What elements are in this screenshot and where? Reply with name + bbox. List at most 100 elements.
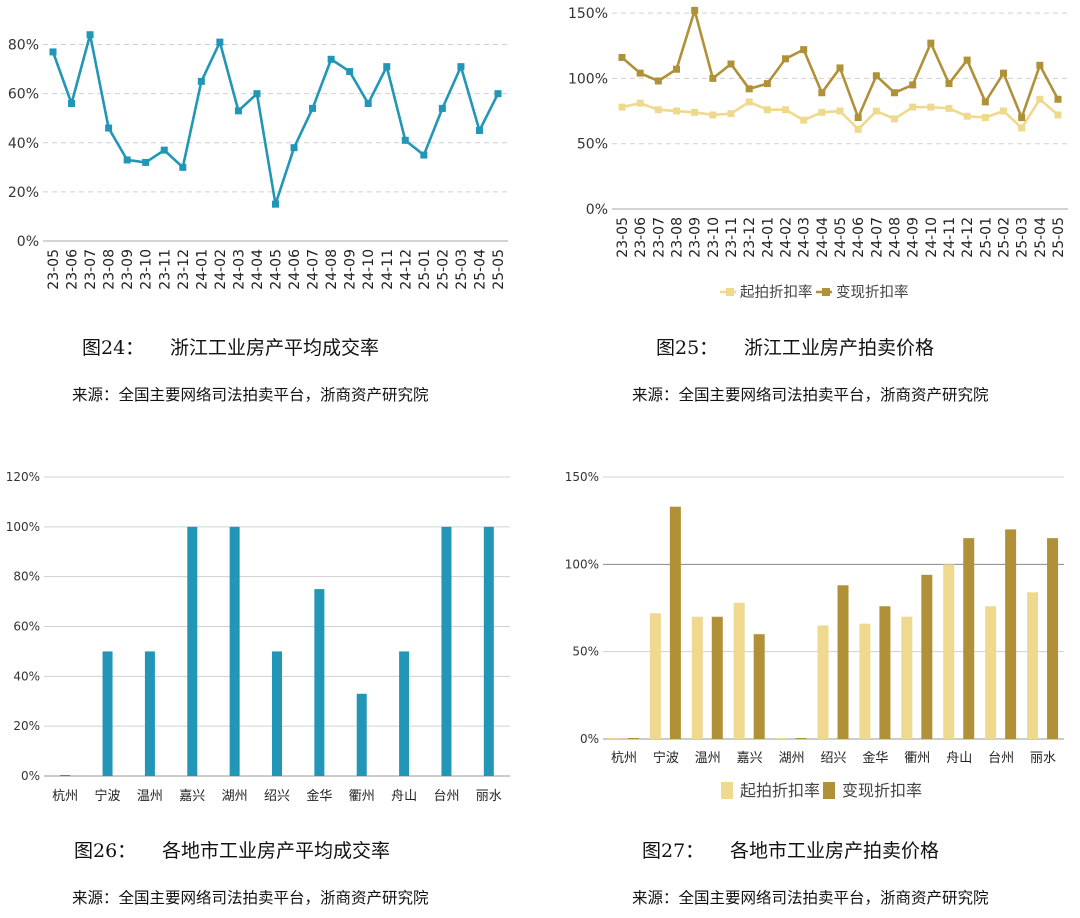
x-tick-label: 23-06 [633, 217, 649, 258]
data-point [346, 68, 354, 76]
y-tick-label: 20% [13, 719, 40, 733]
legend-label: 起拍折扣率 [740, 284, 813, 301]
x-tick-label: 23-05 [46, 249, 62, 290]
data-point [475, 127, 483, 134]
x-tick-label: 23-06 [65, 249, 81, 290]
bar [1005, 529, 1017, 739]
x-tick-label: 23-11 [157, 249, 173, 290]
x-tick-label: 25-05 [1051, 217, 1067, 258]
x-tick-label: 24-11 [380, 249, 396, 290]
y-tick-label: 20% [8, 185, 39, 201]
data-point [105, 124, 113, 132]
fig26-source: 来源：全国主要网络司法拍卖平台，浙商资产研究院 [72, 889, 429, 907]
data-point [872, 107, 880, 115]
data-point [290, 144, 298, 152]
data-point [854, 125, 862, 133]
x-tick-label: 24-07 [869, 217, 885, 258]
legend-marker [726, 288, 734, 296]
data-point [691, 108, 699, 116]
x-tick-label: 24-01 [760, 217, 776, 258]
y-tick-label: 50% [572, 645, 599, 659]
data-point [745, 85, 753, 93]
x-tick-label: 温州 [695, 751, 721, 766]
data-point [1054, 111, 1062, 119]
x-tick-label: 24-10 [361, 249, 377, 290]
bar [1027, 592, 1039, 739]
x-tick-label: 舟山 [391, 789, 417, 804]
data-point [891, 115, 898, 123]
legend-label: 变现折扣率 [842, 781, 922, 800]
data-point [909, 81, 917, 89]
data-point [836, 64, 844, 72]
data-point [763, 80, 771, 88]
data-point [327, 55, 335, 63]
y-tick-label: 100% [565, 557, 599, 571]
x-tick-label: 衢州 [904, 751, 930, 766]
x-tick-label: 25-04 [1033, 217, 1049, 258]
x-tick-label: 23-07 [651, 217, 667, 258]
data-point [709, 111, 717, 119]
fig27-source: 来源：全国主要网络司法拍卖平台，浙商资产研究院 [632, 889, 989, 907]
bar [943, 564, 955, 739]
data-point [909, 103, 917, 111]
legend-label: 变现折扣率 [836, 284, 909, 301]
data-point [745, 98, 753, 106]
y-tick-label: 40% [8, 136, 39, 152]
data-point [309, 104, 317, 112]
legend-label: 起拍折扣率 [740, 781, 820, 800]
x-tick-label: 23-05 [615, 217, 631, 258]
bar [441, 526, 452, 776]
data-point [86, 31, 94, 39]
fig27-title: 各地市工业房产拍卖价格 [730, 840, 940, 862]
legend-marker [823, 782, 835, 799]
y-tick-label: 80% [13, 570, 40, 584]
bar [607, 738, 619, 739]
x-tick-label: 金华 [862, 750, 888, 766]
fig24-source: 来源：全国主要网络司法拍卖平台，浙商资产研究院 [72, 386, 429, 404]
bar [229, 526, 240, 776]
x-tick-label: 24-03 [797, 217, 813, 258]
bar [733, 602, 745, 739]
bar [356, 693, 367, 776]
data-point [763, 106, 771, 114]
fig27-number: 图27： [642, 840, 705, 862]
x-tick-label: 24-07 [306, 249, 322, 290]
x-tick-label: 25-01 [417, 249, 433, 290]
x-tick-label: 23-10 [706, 217, 722, 258]
data-point [782, 106, 789, 114]
x-tick-label: 23-10 [139, 249, 155, 290]
bar [753, 634, 765, 739]
x-tick-label: 绍兴 [820, 751, 846, 766]
bar [691, 616, 703, 739]
data-point [963, 56, 971, 64]
fig25-line-chart: 0%50%100%150%23-05 23-06 23-07 23-08 23-09 23… [568, 5, 1068, 301]
data-point [673, 65, 680, 73]
x-tick-label: 宁波 [95, 788, 121, 804]
data-point [383, 63, 391, 71]
x-tick-label: 24-08 [888, 217, 904, 258]
fig25-title: 浙江工业房产拍卖价格 [744, 337, 935, 359]
x-tick-label: 24-01 [194, 249, 210, 290]
data-point [836, 107, 844, 115]
x-tick-label: 25-01 [978, 217, 994, 258]
data-point [981, 98, 989, 106]
x-tick-label: 23-09 [120, 249, 136, 290]
legend-marker [721, 782, 733, 799]
x-tick-label: 23-11 [724, 217, 740, 258]
x-tick-label: 23-08 [670, 217, 686, 258]
bar [985, 606, 997, 739]
bar [859, 623, 871, 739]
y-tick-label: 0% [21, 769, 40, 783]
x-tick-label: 嘉兴 [737, 751, 763, 766]
y-tick-label: 60% [8, 87, 39, 103]
data-point [618, 53, 626, 61]
x-tick-label: 24-09 [906, 217, 922, 258]
data-point [272, 200, 279, 208]
x-tick-label: 24-02 [779, 217, 795, 258]
data-point [216, 38, 224, 46]
series-line-1 [51, 34, 500, 205]
bar [627, 738, 639, 739]
bar [795, 738, 807, 739]
fig24-number: 图24： [82, 337, 145, 359]
bar [649, 613, 661, 739]
